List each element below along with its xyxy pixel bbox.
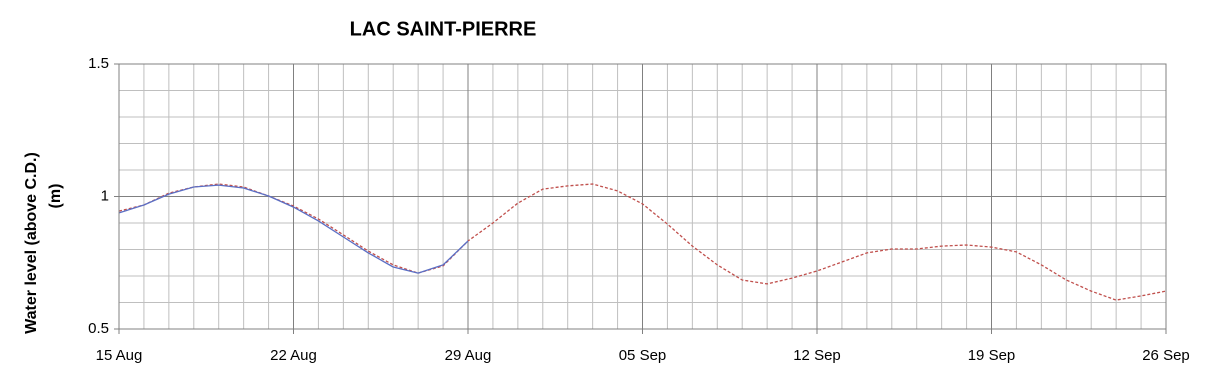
y-axis-label: (m) [47,184,64,209]
x-tick-label: 26 Sep [1142,347,1190,364]
x-tick-label: 19 Sep [968,347,1016,364]
x-tick-label: 15 Aug [96,347,143,364]
y-axis-label: Water level (above C.D.) [23,152,40,334]
y-tick-label: 0.5 [88,320,109,337]
line-series [118,183,1167,301]
chart-title: LAC SAINT-PIERRE [350,18,537,40]
y-tick-label: 1.5 [88,55,109,72]
plot-frame [118,63,1167,330]
x-tick-label: 22 Aug [270,347,317,364]
x-tick-label: 29 Aug [445,347,492,364]
y-tick-label: 1 [101,187,109,204]
line-series [118,184,469,274]
x-tick-label: 05 Sep [619,347,667,364]
x-tick-label: 12 Sep [793,347,841,364]
